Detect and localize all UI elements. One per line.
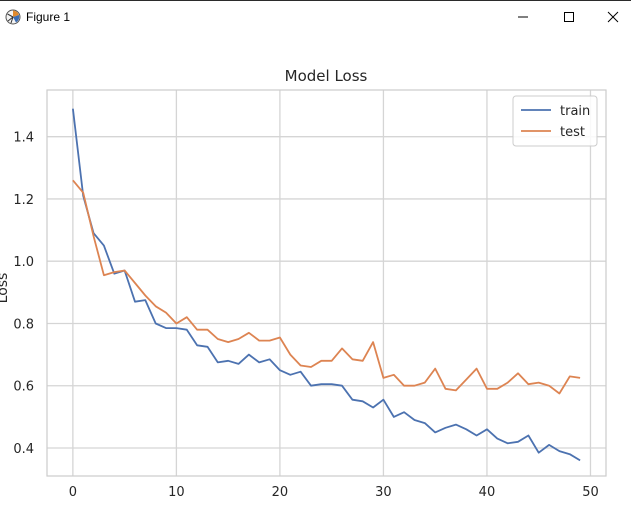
x-tick-label: 10 [168,485,185,500]
x-tick-label: 20 [272,485,289,500]
legend-box [512,95,598,147]
figure-canvas: Model Loss Loss 0 10 20 30 40 50 0.4 0.6 0.8 1.0 1… [0,33,631,507]
y-tick-label: 1.2 [13,193,34,208]
grid [47,90,606,476]
window-titlebar: Figure 1 [0,0,631,33]
axes-border [46,89,607,477]
chart-title: Model Loss [285,67,368,85]
series-line-train [72,108,581,462]
legend: train test [512,95,598,147]
y-axis-label: Loss [0,273,11,304]
series-line-test [72,179,581,395]
x-tick-label: 0 [69,485,77,500]
x-tick-label: 50 [582,485,599,500]
close-button[interactable] [590,1,631,33]
y-tick-label: 0.6 [13,380,34,395]
close-icon [607,11,619,23]
tick-labels: 0 10 20 30 40 50 0.4 0.6 0.8 1.0 1.2 1.4 [13,131,598,500]
minimize-button[interactable] [500,1,546,33]
y-tick-label: 1.0 [13,255,34,270]
axes-frame [46,89,607,477]
matplotlib-figure-icon [5,9,21,25]
window-title: Figure 1 [26,10,71,24]
x-tick-label: 30 [375,485,392,500]
maximize-icon [564,12,574,22]
legend-label-train: train [560,104,590,119]
y-tick-label: 1.4 [13,131,34,146]
maximize-button[interactable] [546,1,592,33]
y-tick-label: 0.4 [13,442,34,457]
loss-chart: Model Loss Loss 0 10 20 30 40 50 0.4 0.6 0.8 1.0 1… [0,67,607,500]
y-tick-label: 0.8 [13,317,34,332]
series-layer [72,108,581,462]
x-tick-label: 40 [479,485,496,500]
minimize-icon [518,16,528,18]
legend-label-test: test [560,125,585,140]
